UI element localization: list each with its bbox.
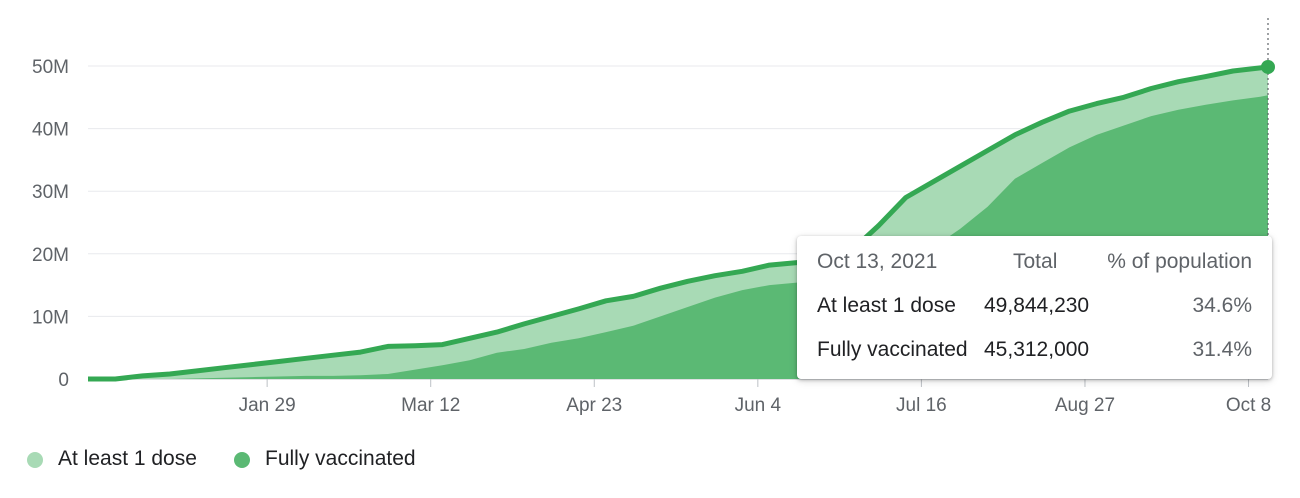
tooltip-row-fully-vaccinated: Fully vaccinated 45,312,000 31.4% xyxy=(797,338,1272,368)
tooltip-col-pct: % of population xyxy=(1107,250,1252,273)
x-tick-label: Aug 27 xyxy=(1055,395,1115,416)
tooltip-row-total: 45,312,000 xyxy=(984,338,1090,361)
legend-swatch xyxy=(234,452,250,468)
tooltip-row-label: At least 1 dose xyxy=(817,294,956,317)
tooltip-row-pct: 31.4% xyxy=(1192,338,1252,361)
tooltip-header: Oct 13, 2021 Total % of population xyxy=(797,250,1272,280)
tooltip-row-first-dose: At least 1 dose 49,844,230 34.6% xyxy=(797,294,1272,324)
tooltip-date: Oct 13, 2021 xyxy=(817,250,938,273)
y-tick-label: 20M xyxy=(32,245,69,266)
x-tick-label: Jun 4 xyxy=(735,395,782,416)
x-tick-label: Oct 8 xyxy=(1226,395,1271,416)
y-tick-label: 0 xyxy=(58,370,69,391)
y-axis: 0 10M 20M 30M 40M 50M xyxy=(32,57,69,391)
y-tick-label: 40M xyxy=(32,120,69,141)
legend-swatch xyxy=(27,452,43,468)
legend-label: At least 1 dose xyxy=(58,447,197,470)
tooltip-row-total: 49,844,230 xyxy=(984,294,1090,317)
y-tick-label: 30M xyxy=(32,182,69,203)
legend-label: Fully vaccinated xyxy=(265,447,416,470)
tooltip-row-pct: 34.6% xyxy=(1192,294,1252,317)
x-tick-label: Jan 29 xyxy=(239,395,296,416)
y-tick-label: 50M xyxy=(32,57,69,78)
x-tick-label: Mar 12 xyxy=(401,395,460,416)
line-at-least-1-dose xyxy=(88,64,1269,382)
hover-point xyxy=(1261,59,1275,74)
tooltip-col-total: Total xyxy=(1013,250,1058,273)
x-tick-label: Apr 23 xyxy=(566,395,622,416)
tooltip-row-label: Fully vaccinated xyxy=(817,338,968,361)
y-tick-label: 10M xyxy=(32,307,69,328)
tooltip: Oct 13, 2021 Total % of population At le… xyxy=(797,236,1272,379)
x-tick-label: Jul 16 xyxy=(896,395,947,416)
x-axis: Jan 29 Mar 12 Apr 23 Jun 4 Jul 16 Aug 27 Oct 8 xyxy=(239,379,1271,416)
